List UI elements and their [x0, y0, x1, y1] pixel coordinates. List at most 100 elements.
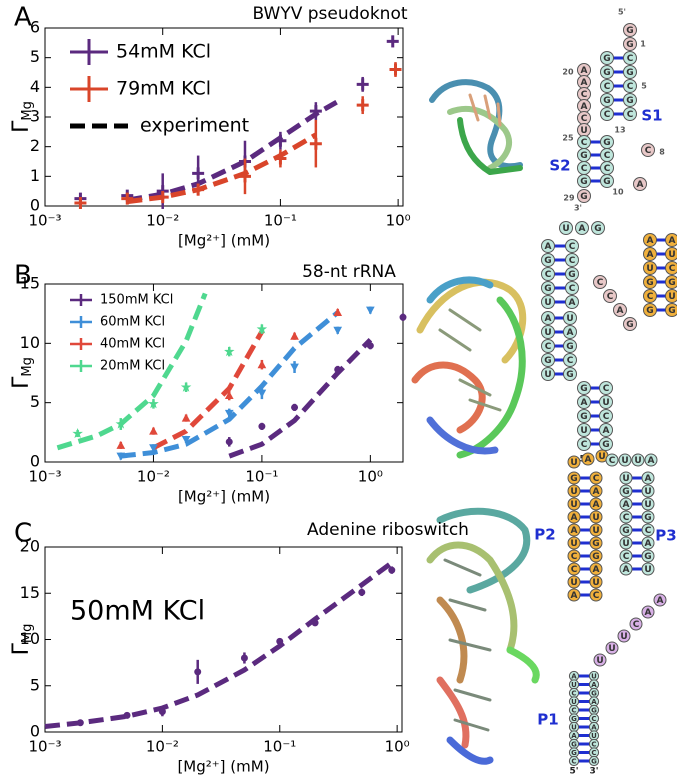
- point: [158, 708, 166, 716]
- nucleotide-letter: U: [544, 370, 551, 380]
- point: [181, 413, 191, 422]
- nucleotide-letter: U: [596, 656, 603, 666]
- structure-3d-c: [426, 507, 540, 765]
- y-tick-label: 5: [30, 47, 40, 66]
- nucleotide-letter: U: [570, 539, 577, 549]
- nucleotide: [565, 295, 579, 309]
- nucleotide: [641, 605, 655, 619]
- nucleotide-letter: U: [634, 456, 641, 466]
- nucleotide: [567, 497, 581, 511]
- y-axis-label: ΓMg: [9, 101, 35, 133]
- nucleotide-letter: A: [645, 608, 652, 618]
- point: [386, 35, 399, 48]
- nucleotide-letter: U: [570, 500, 577, 510]
- nucleotide-letter: A: [581, 398, 588, 408]
- nucleotide-letter: C: [645, 526, 652, 536]
- nucleotide: [653, 593, 667, 607]
- nucleotide-letter: C: [604, 151, 611, 161]
- nucleotide: [619, 497, 633, 511]
- nucleotide-letter: U: [646, 264, 653, 274]
- nucleotide-letter: U: [562, 224, 569, 234]
- nucleotide: [599, 409, 613, 423]
- point: [257, 389, 267, 398]
- nucleotide-letter: A: [581, 102, 588, 112]
- structure-label: 20: [562, 68, 574, 77]
- nucleotide: [643, 247, 657, 261]
- point: [194, 668, 202, 676]
- nucleotide: [665, 289, 677, 303]
- nucleotide-letter: A: [571, 732, 577, 740]
- nucleotide: [643, 233, 657, 247]
- nucleotide-letter: C: [627, 54, 634, 64]
- structure-label: 10: [612, 188, 624, 197]
- nucleotide-letter: A: [623, 500, 630, 510]
- point: [290, 331, 299, 340]
- nucleotide: [629, 617, 643, 631]
- nucleotide: [623, 23, 637, 37]
- nucleotide: [565, 253, 579, 267]
- nucleotide-letter: G: [544, 256, 551, 266]
- legend-label: 20mM KCl: [100, 359, 165, 374]
- point: [290, 363, 299, 372]
- point: [257, 360, 267, 369]
- nucleotide-letter: C: [591, 715, 596, 723]
- nucleotide-letter: C: [571, 758, 576, 766]
- nucleotide: [643, 275, 657, 289]
- structure-label: P3: [655, 527, 676, 545]
- nucleotide-letter: U: [566, 314, 573, 324]
- point: [72, 427, 83, 439]
- nucleotide: [565, 239, 579, 253]
- y-axis-label-sub: Mg: [20, 357, 35, 376]
- nucleotide: [567, 575, 581, 589]
- nucleotide-letter: G: [544, 284, 551, 294]
- nucleotide: [619, 471, 633, 485]
- nucleotide: [641, 549, 655, 563]
- nucleotide-letter: C: [593, 591, 600, 601]
- nucleotide-letter: A: [581, 66, 588, 76]
- nucleotide: [665, 275, 677, 289]
- fit-curve: [44, 560, 394, 729]
- panel-label: C: [14, 519, 32, 549]
- nucleotide: [603, 289, 617, 303]
- y-tick-label: 5: [30, 675, 40, 694]
- point: [224, 409, 234, 418]
- nucleotide: [643, 261, 657, 275]
- nucleotide: [541, 325, 555, 339]
- nucleotide: [623, 37, 637, 51]
- point: [116, 440, 126, 449]
- nucleotide-letter: C: [623, 513, 630, 523]
- nucleotide-letter: G: [626, 96, 633, 106]
- nucleotide-letter: A: [571, 673, 577, 681]
- point: [225, 438, 233, 446]
- nucleotide: [567, 484, 581, 498]
- nucleotide: [541, 281, 555, 295]
- nucleotide: [641, 484, 655, 498]
- nucleotide-letter: G: [580, 384, 587, 394]
- nucleotide-letter: A: [657, 596, 664, 606]
- nucleotide-letter: U: [544, 298, 551, 308]
- nucleotide-letter: G: [580, 412, 587, 422]
- y-tick-label: 5: [30, 392, 40, 411]
- fit-curve: [126, 132, 318, 205]
- nucleotide: [599, 395, 613, 409]
- nucleotide-letter: G: [603, 68, 610, 78]
- nucleotide-letter: U: [668, 250, 675, 260]
- structure-label: 5': [569, 767, 578, 777]
- y-axis-label-main: Γ: [9, 642, 34, 655]
- nucleotide: [631, 453, 645, 467]
- nucleotide-letter: G: [594, 224, 601, 234]
- nucleotide-letter: G: [580, 177, 587, 187]
- nucleotide-letter: U: [591, 673, 597, 681]
- nucleotide: [600, 93, 614, 107]
- nucleotide: [541, 353, 555, 367]
- point: [123, 711, 131, 719]
- nucleotide-letter: C: [604, 82, 611, 92]
- nucleotide-letter: A: [648, 456, 655, 466]
- point: [256, 323, 268, 334]
- y-tick-label: 4: [30, 77, 40, 96]
- secondary-structure: U A GAGCGUCCGCAAAUGCGAUCGUGAUCGUUAGCGCCAGG…: [541, 221, 677, 465]
- nucleotide-letter: C: [607, 292, 614, 302]
- nucleotide-letter: A: [603, 426, 610, 436]
- nucleotide: [665, 303, 677, 317]
